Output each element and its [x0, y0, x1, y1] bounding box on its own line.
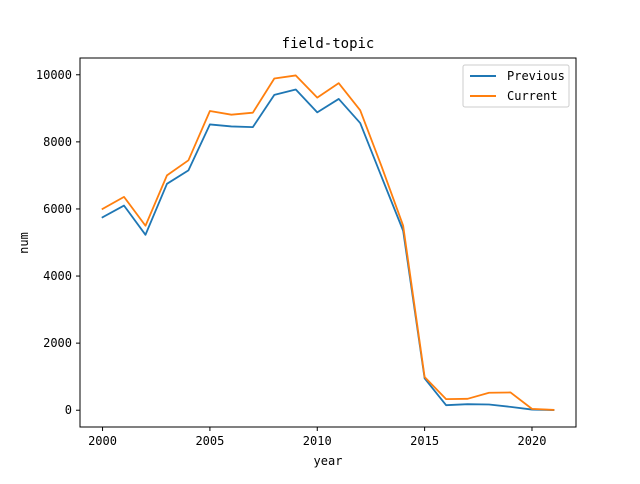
x-axis-label: year: [314, 454, 343, 468]
x-tick-label: 2005: [195, 434, 224, 448]
series-line-current: [101, 74, 555, 411]
x-tick-label: 2015: [410, 434, 439, 448]
y-tick-label: 10000: [36, 68, 72, 82]
y-tick-label: 6000: [43, 202, 72, 216]
legend: Previous Current: [462, 64, 570, 108]
y-axis-label: num: [17, 232, 31, 254]
x-axis-ticks: 2000 2005 2010 2015 2020: [88, 427, 546, 448]
x-tick-label: 2020: [518, 434, 547, 448]
y-tick-label: 4000: [43, 269, 72, 283]
x-tick-label: 2000: [88, 434, 117, 448]
y-axis-ticks: 0 2000 4000 6000 8000 10000: [36, 68, 80, 417]
y-tick-label: 0: [65, 403, 72, 417]
series-line-previous: [101, 88, 555, 411]
y-tick-label: 8000: [43, 135, 72, 149]
legend-label-previous: Previous: [507, 69, 565, 83]
y-tick-label: 2000: [43, 336, 72, 350]
chart-title: field-topic: [282, 36, 375, 52]
axes-frame: [79, 57, 577, 428]
x-tick-label: 2010: [303, 434, 332, 448]
series-lines: [101, 74, 555, 411]
legend-label-current: Current: [507, 89, 558, 103]
